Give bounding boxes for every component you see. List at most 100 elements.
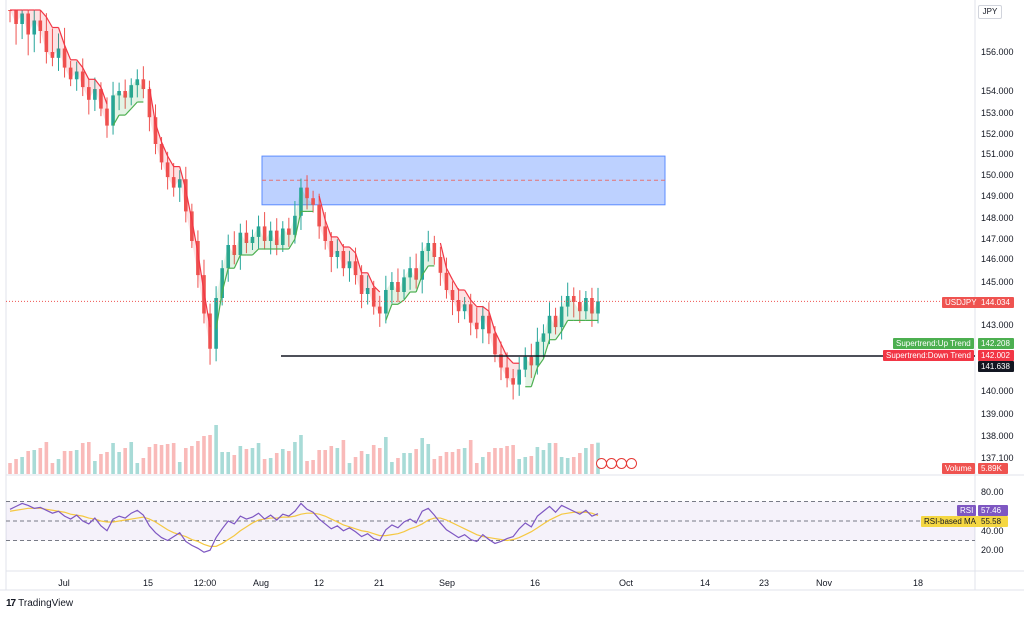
supertrend-fill [246, 236, 253, 255]
supertrend-fill [507, 356, 514, 385]
volume-bar [565, 458, 570, 474]
volume-bar [226, 452, 231, 474]
supertrend-fill [149, 87, 156, 144]
candle-body [377, 306, 382, 314]
candle-body [426, 243, 431, 251]
volume-bar [335, 448, 340, 474]
candle-body [274, 230, 279, 245]
volume-bar [341, 440, 346, 474]
supertrend-fill [16, 10, 23, 24]
supertrend-fill [446, 268, 453, 300]
supertrend-fill [64, 45, 71, 80]
candle-body [87, 87, 91, 100]
volume-bar [196, 441, 200, 474]
volume-bar [329, 446, 334, 474]
volume-bar [535, 447, 540, 474]
candle-body [408, 268, 412, 278]
volume-bar [87, 442, 91, 474]
candle-body [171, 177, 176, 188]
supertrend-line [45, 16, 53, 28]
volume-label-tag: Volume [942, 463, 975, 474]
volume-bar [523, 457, 528, 474]
supertrend-line [100, 86, 108, 105]
price-tick-label: 139.000 [981, 409, 1014, 419]
volume-bar [220, 452, 224, 474]
rsi-ma-line [9, 507, 599, 547]
time-tick-label: Sep [438, 578, 456, 588]
supertrend-fill [119, 91, 126, 116]
supertrend-line [439, 242, 448, 269]
supertrend-line [39, 9, 47, 18]
price-tick-label: 138.000 [981, 431, 1014, 441]
candle-body [456, 300, 461, 312]
time-tick-label: 12:00 [193, 578, 217, 588]
candle-body [329, 241, 334, 257]
supertrend-line [354, 252, 363, 273]
supertrend-down-value-tag: 142.002 [978, 350, 1014, 361]
volume-bar [208, 435, 212, 474]
candle-body [293, 215, 297, 235]
volume-bar [450, 452, 455, 474]
candle-body [26, 13, 30, 35]
candle-body [159, 144, 164, 163]
supertrend-fill [319, 196, 326, 241]
volume-bar [499, 448, 503, 474]
time-tick-label: Nov [815, 578, 833, 588]
time-tick-label: 23 [758, 578, 770, 588]
volume-bar [402, 453, 406, 474]
volume-bar [426, 444, 431, 474]
price-tick-label: 151.000 [981, 149, 1014, 159]
volume-bar [99, 454, 103, 474]
supertrend-fill [494, 331, 502, 368]
supertrend-line [197, 252, 205, 293]
candle-body [190, 211, 194, 241]
candle-body [365, 288, 370, 294]
volume-bar [414, 449, 418, 474]
candle-body [517, 369, 521, 385]
tradingview-logo[interactable]: 17 TradingView [6, 598, 73, 609]
volume-bar [8, 463, 12, 474]
supertrend-line [130, 101, 138, 110]
supertrend-fill [488, 311, 495, 355]
price-tick-label: 140.000 [981, 386, 1014, 396]
supertrend-line [148, 87, 157, 124]
supertrend-fill [100, 87, 107, 126]
candle-body [462, 304, 467, 312]
volume-bar [74, 450, 79, 474]
candle-body [214, 298, 218, 349]
supertrend-fill [258, 226, 265, 249]
supertrend-line [112, 114, 120, 126]
candle-body [238, 232, 243, 255]
supertrend-fill [501, 343, 508, 379]
candle-body [305, 187, 309, 199]
candle-body [147, 89, 152, 118]
supertrend-fill [476, 306, 483, 330]
volume-bar [541, 450, 546, 474]
supertrend-fill [240, 232, 247, 255]
supertrend-fill [191, 220, 198, 276]
supertrend-line [494, 331, 502, 345]
supertrend-line [167, 155, 175, 167]
candle-body [347, 261, 352, 269]
economic-event-icon[interactable] [626, 458, 637, 469]
volume-bar [183, 448, 188, 474]
currency-selector[interactable]: JPY [978, 5, 1002, 19]
volume-bar [584, 448, 588, 474]
price-tick-label: 153.000 [981, 108, 1014, 118]
candle-body [505, 367, 509, 379]
volume-bar [38, 448, 43, 474]
supertrend-fill [428, 243, 435, 266]
volume-bar [517, 459, 521, 474]
supertrend-fill [300, 187, 308, 212]
volume-bar [111, 443, 115, 474]
volume-bar [268, 458, 273, 474]
candle-body [68, 67, 73, 80]
supertrend-fill [440, 243, 447, 290]
candle-body [438, 257, 443, 273]
supertrend-fill [137, 79, 144, 102]
supertrend-line [124, 108, 132, 116]
volume-bar [396, 458, 400, 474]
volume-bar [171, 443, 176, 474]
volume-bar [505, 446, 509, 474]
